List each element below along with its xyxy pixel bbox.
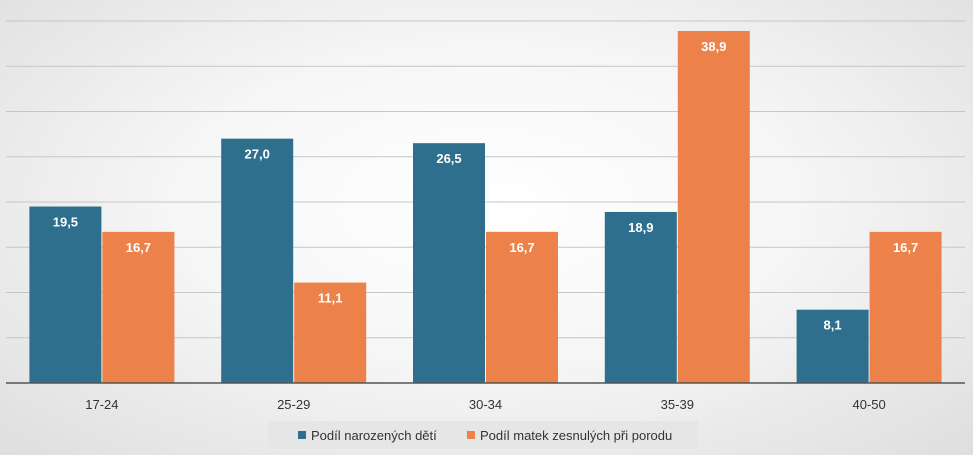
bars xyxy=(29,30,942,384)
bar-series-1-30-34 xyxy=(413,143,485,383)
bar-series-1-40-50 xyxy=(796,309,869,383)
bar-series-1-35-39 xyxy=(604,211,677,383)
data-label-series-2-40-50: 16,7 xyxy=(893,240,918,255)
legend-label-series-2: Podíl matek zesnulých při porodu xyxy=(480,428,672,443)
x-tick-label-25-29: 25-29 xyxy=(277,397,310,412)
bar-series-2-35-39 xyxy=(677,30,750,384)
x-tick-label-35-39: 35-39 xyxy=(661,397,694,412)
data-label-series-1-17-24: 19,5 xyxy=(53,215,78,230)
data-label-series-2-17-24: 16,7 xyxy=(126,240,151,255)
data-label-series-1-30-34: 26,5 xyxy=(436,151,461,166)
legend-box xyxy=(268,421,698,449)
data-labels: 19,5 16,7 27,0 11,1 26,5 16,7 18,9 38,9 8,1 16,7 xyxy=(53,39,919,333)
bar-series-1-17-24 xyxy=(29,206,102,383)
bar-series-2-30-34 xyxy=(486,231,558,383)
data-label-series-2-35-39: 38,9 xyxy=(701,39,726,54)
data-label-series-2-30-34: 16,7 xyxy=(509,240,534,255)
x-tick-labels: 17-24 25-29 30-34 35-39 40-50 xyxy=(85,397,885,412)
legend-swatch-series-2 xyxy=(467,431,475,439)
data-label-series-1-35-39: 18,9 xyxy=(628,220,653,235)
x-tick-label-40-50: 40-50 xyxy=(852,397,885,412)
bar-series-2-17-24 xyxy=(102,231,175,383)
data-label-series-1-25-29: 27,0 xyxy=(245,147,270,162)
bar-series-1-25-29 xyxy=(221,138,294,383)
data-label-series-2-25-29: 11,1 xyxy=(318,291,343,306)
x-tick-label-17-24: 17-24 xyxy=(85,397,118,412)
legend: Podíl narozených dětí Podíl matek zesnul… xyxy=(268,421,698,449)
data-label-series-1-40-50: 8,1 xyxy=(824,318,842,333)
bar-series-2-40-50 xyxy=(869,231,942,383)
legend-swatch-series-1 xyxy=(298,431,306,439)
legend-label-series-1: Podíl narozených dětí xyxy=(311,428,437,443)
bar-series-2-25-29 xyxy=(294,282,367,383)
x-tick-label-30-34: 30-34 xyxy=(469,397,502,412)
